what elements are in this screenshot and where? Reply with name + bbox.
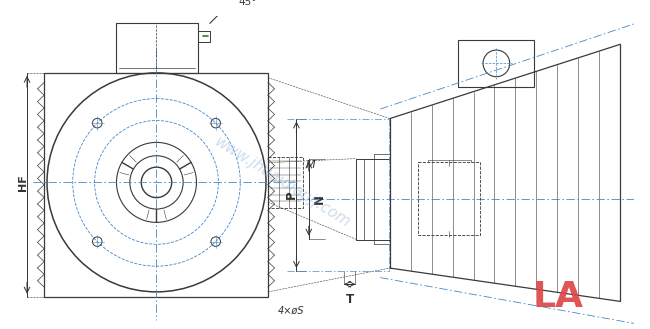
Bar	[458, 39, 534, 87]
Text: M: M	[306, 160, 316, 170]
Bar	[268, 157, 303, 208]
Text: www.jhuaidianjj.com: www.jhuaidianjj.com	[211, 134, 353, 230]
Bar	[419, 163, 480, 235]
Text: HF: HF	[18, 174, 28, 191]
Text: P: P	[285, 190, 298, 199]
Text: LA: LA	[533, 280, 584, 314]
Text: N: N	[313, 193, 326, 204]
Bar	[356, 159, 390, 240]
Text: T: T	[346, 293, 354, 306]
Bar	[44, 73, 268, 297]
Text: 45°: 45°	[239, 0, 257, 8]
Text: 4×øS: 4×øS	[278, 306, 304, 316]
Bar	[116, 23, 198, 73]
